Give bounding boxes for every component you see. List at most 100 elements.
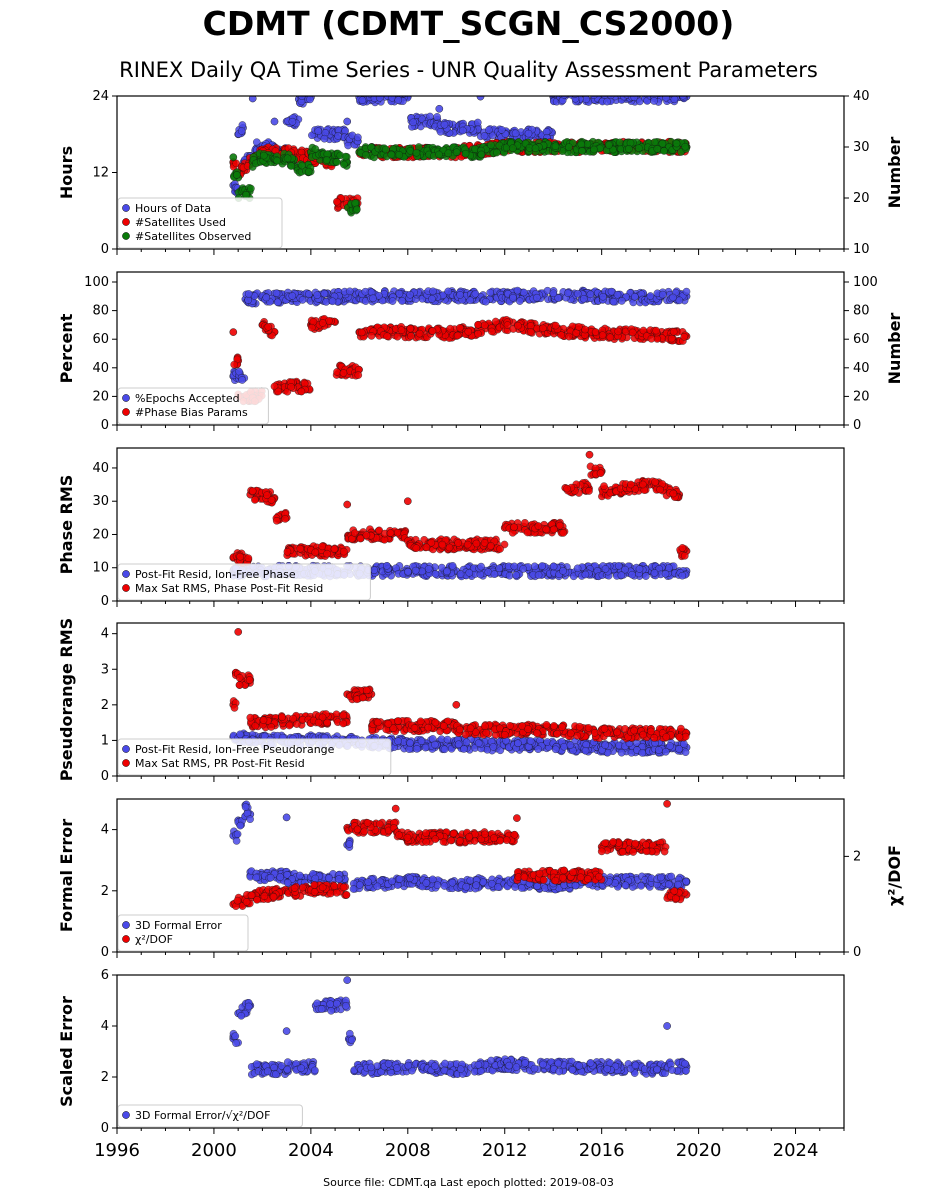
data-point bbox=[394, 737, 402, 746]
data-point bbox=[571, 96, 580, 103]
data-point bbox=[639, 480, 647, 489]
data-point bbox=[490, 570, 499, 579]
data-point bbox=[660, 147, 668, 155]
data-point bbox=[259, 716, 268, 724]
data-point bbox=[386, 529, 395, 537]
data-point bbox=[369, 294, 377, 303]
data-point bbox=[487, 327, 496, 336]
data-point bbox=[333, 197, 341, 206]
data-point bbox=[412, 544, 421, 553]
panel-points bbox=[229, 88, 691, 217]
data-point bbox=[482, 297, 490, 306]
data-point bbox=[627, 480, 635, 489]
data-point bbox=[581, 570, 590, 579]
data-point bbox=[251, 496, 259, 504]
data-point bbox=[486, 542, 495, 550]
data-point bbox=[237, 127, 246, 135]
data-point bbox=[236, 730, 244, 739]
data-point bbox=[428, 295, 436, 303]
data-point bbox=[509, 293, 517, 302]
data-point bbox=[340, 160, 348, 169]
data-point bbox=[603, 97, 611, 106]
data-point bbox=[367, 332, 376, 340]
data-point bbox=[415, 329, 424, 338]
data-point bbox=[680, 332, 689, 341]
data-point bbox=[682, 287, 691, 296]
data-point bbox=[590, 96, 598, 99]
data-point bbox=[654, 96, 659, 97]
data-point bbox=[613, 290, 622, 299]
data-point bbox=[287, 162, 296, 170]
data-point bbox=[395, 289, 404, 298]
data-point bbox=[531, 144, 540, 153]
data-point bbox=[526, 328, 535, 336]
y-tick-label-right: 10 bbox=[853, 242, 870, 257]
y-tick-label: 100 bbox=[84, 275, 109, 290]
data-point bbox=[444, 287, 453, 296]
data-point bbox=[646, 292, 655, 300]
data-point bbox=[229, 153, 238, 162]
panel-points bbox=[229, 286, 691, 406]
data-point bbox=[605, 141, 613, 149]
y-tick-label: 30 bbox=[92, 494, 109, 509]
data-point bbox=[533, 729, 541, 737]
y-tick-label: 24 bbox=[92, 89, 109, 104]
data-point bbox=[464, 327, 473, 336]
data-point bbox=[524, 129, 533, 138]
data-point bbox=[482, 729, 491, 737]
data-point bbox=[229, 328, 238, 336]
data-point bbox=[505, 571, 514, 580]
data-point bbox=[458, 126, 467, 135]
data-point bbox=[631, 292, 639, 301]
data-point bbox=[232, 171, 241, 179]
y-tick-label: 40 bbox=[92, 361, 109, 376]
data-point bbox=[270, 382, 279, 391]
data-point bbox=[645, 88, 652, 95]
legend-label: %Epochs Accepted bbox=[135, 392, 240, 405]
data-point bbox=[681, 552, 689, 560]
data-point bbox=[484, 126, 493, 134]
y-tick-label-right: 40 bbox=[853, 89, 870, 104]
data-point bbox=[534, 571, 543, 579]
data-point bbox=[587, 88, 594, 95]
data-point bbox=[297, 387, 306, 396]
y-tick-label: 0 bbox=[101, 418, 109, 433]
data-point bbox=[311, 145, 320, 153]
data-point bbox=[273, 298, 282, 307]
data-point bbox=[526, 737, 535, 745]
data-point bbox=[667, 334, 676, 343]
data-point bbox=[603, 96, 607, 97]
data-point bbox=[435, 104, 444, 113]
data-point bbox=[305, 290, 313, 299]
data-point bbox=[397, 326, 406, 335]
data-point bbox=[390, 96, 393, 97]
data-point bbox=[492, 148, 501, 157]
data-point bbox=[600, 96, 609, 99]
data-point bbox=[630, 89, 637, 96]
data-point bbox=[607, 287, 616, 296]
data-point bbox=[388, 297, 397, 305]
legend-box bbox=[117, 197, 283, 249]
data-point bbox=[242, 190, 250, 199]
data-point bbox=[344, 141, 352, 150]
data-point bbox=[681, 748, 690, 757]
data-point bbox=[566, 741, 575, 749]
data-point bbox=[461, 149, 470, 158]
data-point bbox=[339, 711, 348, 720]
data-point bbox=[584, 96, 587, 97]
data-point bbox=[424, 723, 432, 732]
data-point bbox=[577, 140, 586, 149]
y-axis-label-right: Number bbox=[885, 137, 904, 209]
data-point bbox=[433, 113, 441, 121]
data-point bbox=[382, 562, 391, 570]
data-point bbox=[497, 126, 506, 134]
data-point bbox=[496, 545, 504, 553]
legend-label: Max Sat RMS, Phase Post-Fit Resid bbox=[135, 582, 323, 595]
data-point bbox=[565, 332, 573, 341]
legend-label: #Satellites Used bbox=[135, 216, 226, 229]
y-axis-label: Phase RMS bbox=[57, 475, 76, 575]
data-point bbox=[598, 331, 607, 340]
data-point bbox=[608, 88, 615, 95]
data-point bbox=[474, 329, 482, 338]
data-point bbox=[585, 487, 593, 495]
